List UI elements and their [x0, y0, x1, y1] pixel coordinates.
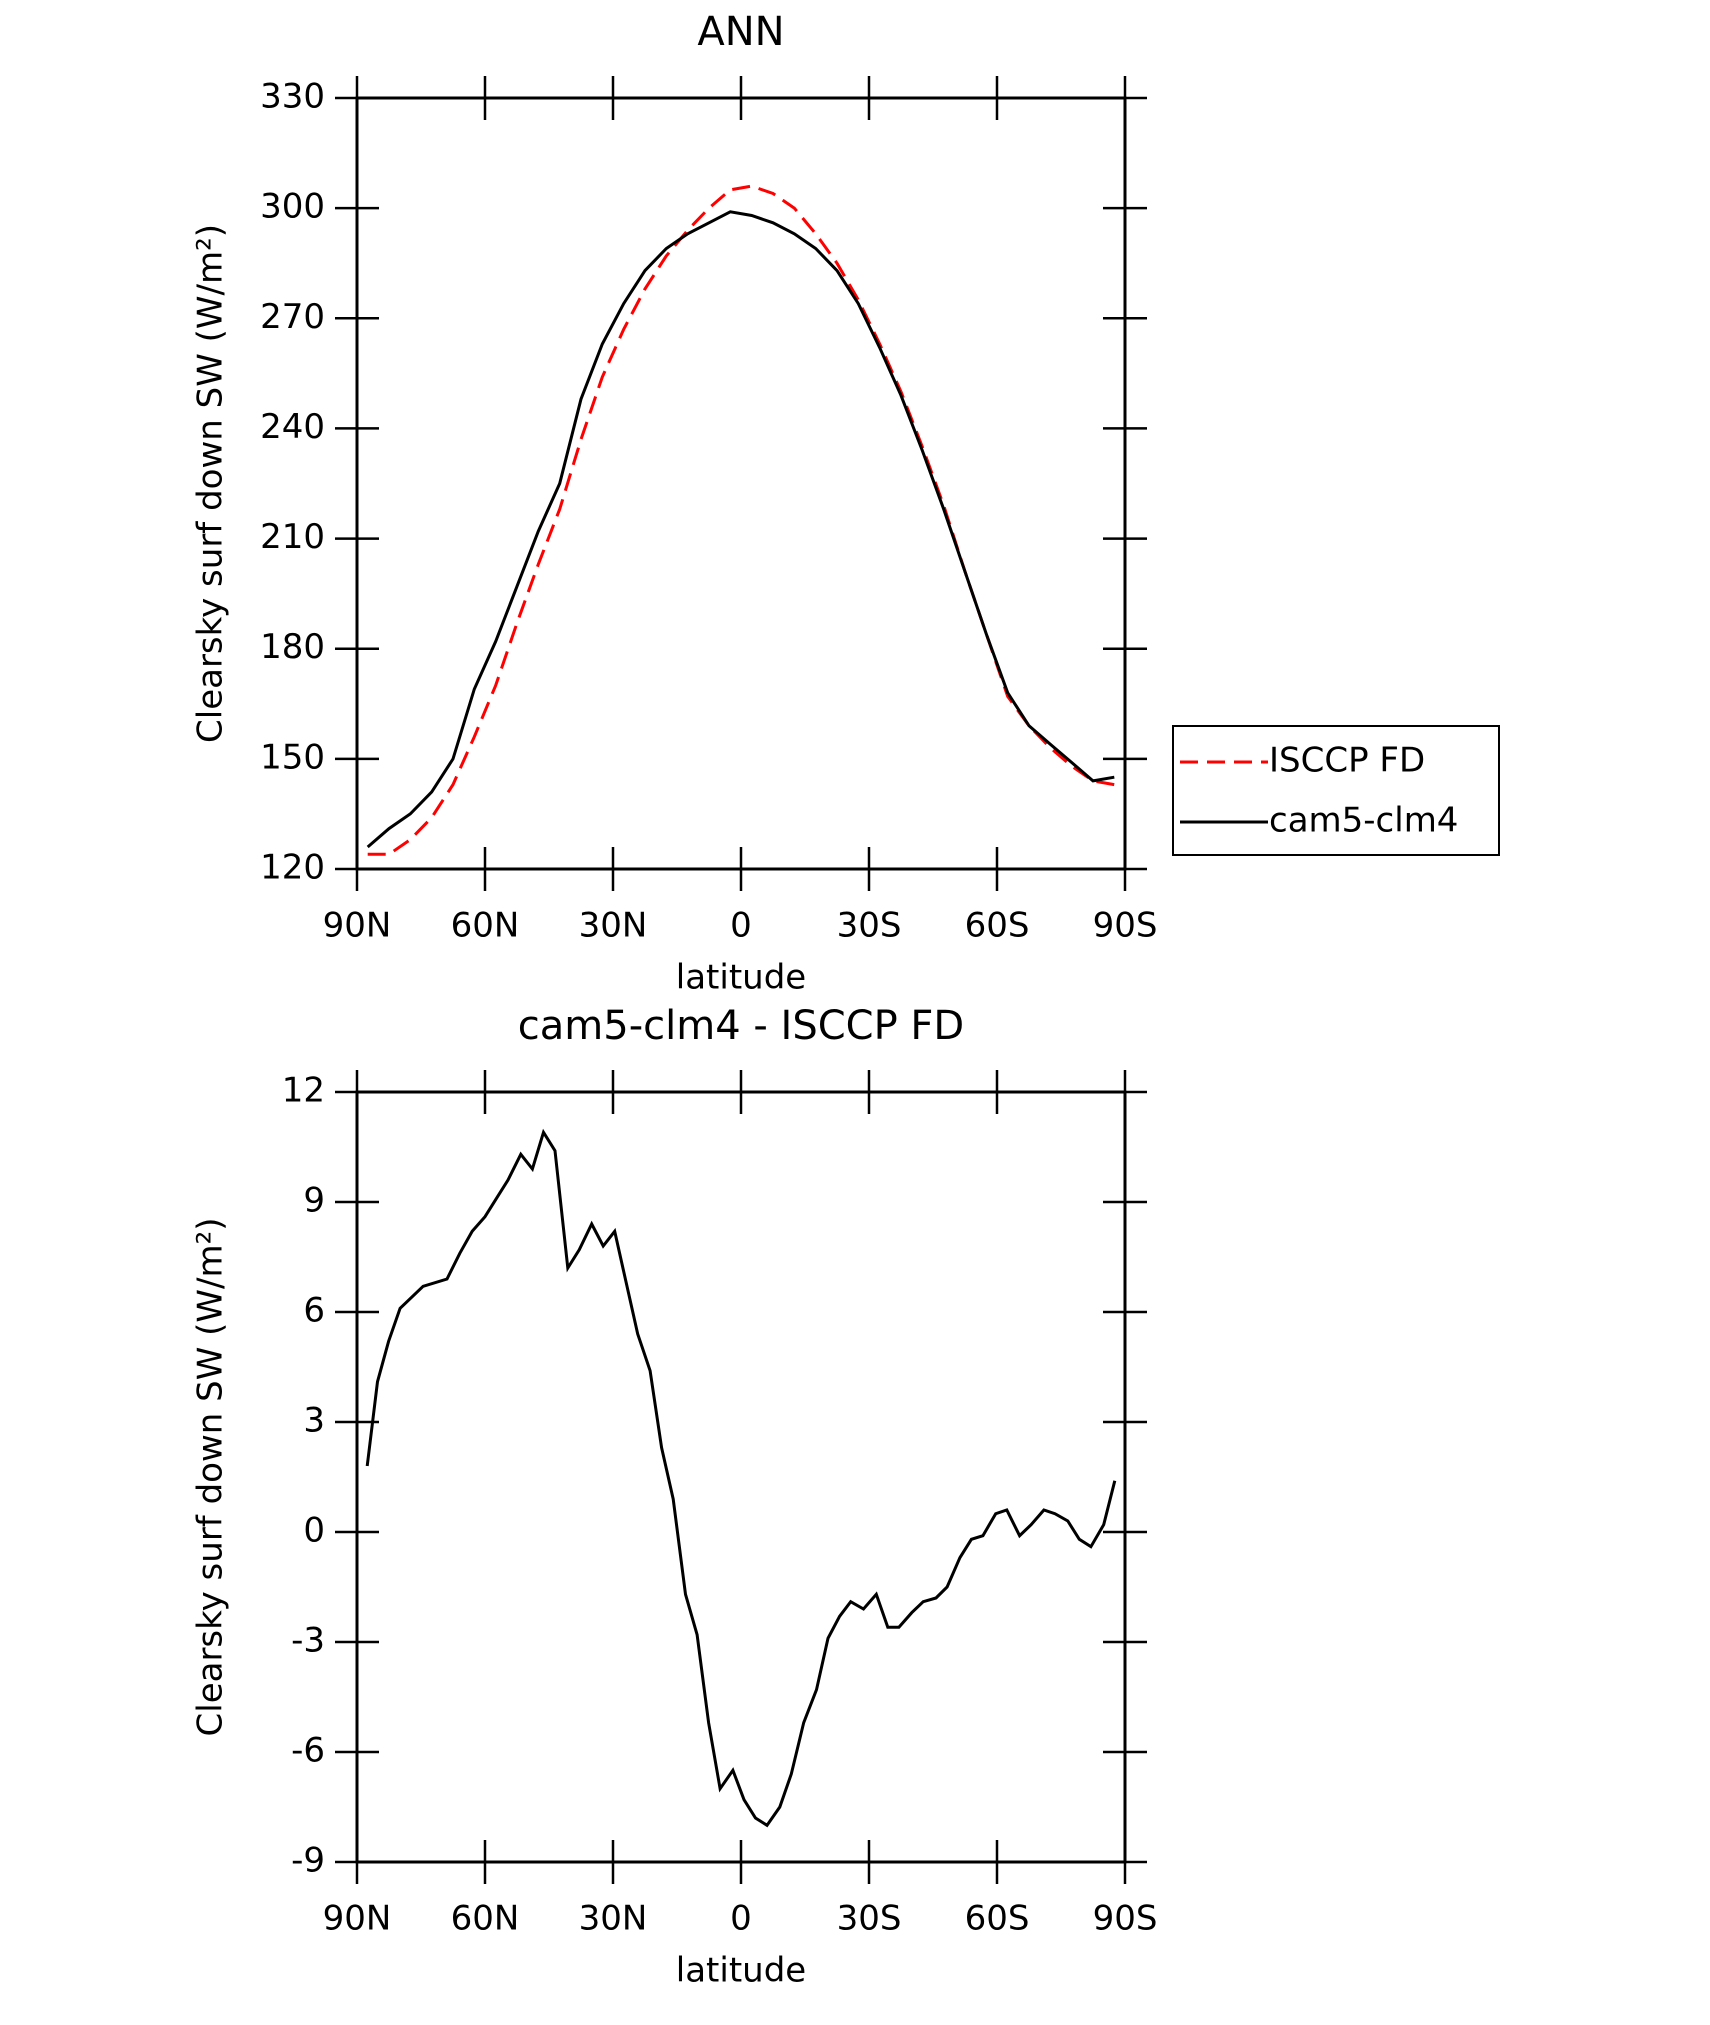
y-tick-label: 12 [282, 1071, 325, 1111]
y-tick-label: 210 [260, 517, 325, 557]
y-tick-label: 9 [303, 1181, 325, 1221]
y-tick-label: 180 [260, 627, 325, 667]
y-tick-label: 120 [260, 848, 325, 888]
y-tick-label: 0 [303, 1511, 325, 1551]
x-tick-label: 30S [837, 1899, 902, 1939]
chart-title: ANN [697, 9, 784, 55]
y-tick-label: 3 [303, 1401, 325, 1441]
x-tick-label: 0 [730, 1899, 752, 1939]
data-line [365, 1128, 1117, 1828]
x-tick-label: 60S [965, 1899, 1030, 1939]
x-tick-label: 30N [579, 906, 648, 946]
x-tick-label: 30S [837, 906, 902, 946]
y-tick-label: 150 [260, 737, 325, 777]
x-tick-label: 30N [579, 1899, 648, 1939]
plot-frame [355, 96, 1127, 871]
legend-label: cam5-clm4 [1269, 801, 1458, 841]
x-axis-label: latitude [676, 1951, 806, 1991]
y-tick-label: 240 [260, 407, 325, 447]
x-tick-label: 90S [1093, 1899, 1158, 1939]
plot-frame [355, 1090, 1127, 1864]
x-tick-label: 60N [451, 1899, 520, 1939]
chart-title: cam5-clm4 - ISCCP FD [518, 1003, 964, 1049]
y-axis-label: Clearsky surf down SW (W/m²) [191, 1218, 231, 1737]
y-tick-label: -3 [291, 1621, 325, 1661]
y-tick-label: 6 [303, 1291, 325, 1331]
x-tick-label: 0 [730, 906, 752, 946]
legend-label: ISCCP FD [1269, 741, 1425, 781]
data-line [367, 184, 1115, 856]
y-tick-label: -6 [291, 1731, 325, 1771]
x-tick-label: 60N [451, 906, 520, 946]
y-tick-label: 330 [260, 77, 325, 117]
y-tick-label: 300 [260, 187, 325, 227]
x-tick-label: 90S [1093, 906, 1158, 946]
y-tick-label: 270 [260, 297, 325, 337]
y-axis-label: Clearsky surf down SW (W/m²) [191, 224, 231, 743]
y-tick-label: -9 [291, 1841, 325, 1881]
data-line [366, 210, 1115, 849]
x-tick-label: 90N [323, 1899, 392, 1939]
x-axis-label: latitude [676, 958, 806, 998]
x-tick-label: 60S [965, 906, 1030, 946]
legend-box [1172, 725, 1500, 856]
x-tick-label: 90N [323, 906, 392, 946]
